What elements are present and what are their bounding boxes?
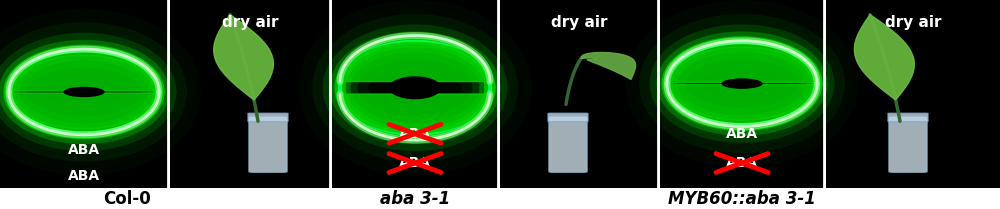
FancyBboxPatch shape [888, 113, 928, 122]
Bar [660, 0, 824, 188]
Text: dry air: dry air [222, 15, 278, 30]
Polygon shape [340, 42, 490, 82]
Polygon shape [340, 94, 490, 133]
Polygon shape [854, 15, 914, 100]
Polygon shape [581, 52, 636, 79]
Polygon shape [9, 55, 159, 91]
Polygon shape [9, 93, 159, 129]
Text: dry air: dry air [551, 15, 607, 30]
Ellipse shape [63, 87, 105, 97]
Bar [500, 0, 658, 188]
Polygon shape [667, 47, 817, 83]
Text: dry air: dry air [885, 15, 941, 30]
FancyBboxPatch shape [548, 113, 588, 122]
Text: ABA: ABA [399, 127, 431, 141]
Ellipse shape [389, 76, 441, 99]
Text: aba 3-1: aba 3-1 [380, 190, 450, 208]
Bar [0, 0, 168, 188]
Polygon shape [854, 15, 914, 100]
Text: ABA: ABA [726, 127, 758, 141]
FancyBboxPatch shape [549, 117, 587, 172]
Polygon shape [214, 15, 273, 100]
Polygon shape [214, 15, 273, 100]
FancyBboxPatch shape [249, 117, 287, 172]
Text: ABA: ABA [399, 156, 431, 170]
Bar [332, 0, 498, 188]
Polygon shape [667, 85, 817, 120]
FancyBboxPatch shape [248, 113, 288, 122]
Text: ABA: ABA [68, 169, 100, 182]
Text: ABA: ABA [68, 144, 100, 157]
Text: Col-0: Col-0 [103, 190, 151, 208]
Bar [170, 0, 330, 188]
Text: MYB60::aba 3-1: MYB60::aba 3-1 [668, 190, 816, 208]
Bar [826, 0, 1000, 188]
Text: ABA: ABA [726, 156, 758, 170]
Ellipse shape [721, 78, 763, 89]
FancyBboxPatch shape [889, 117, 927, 172]
